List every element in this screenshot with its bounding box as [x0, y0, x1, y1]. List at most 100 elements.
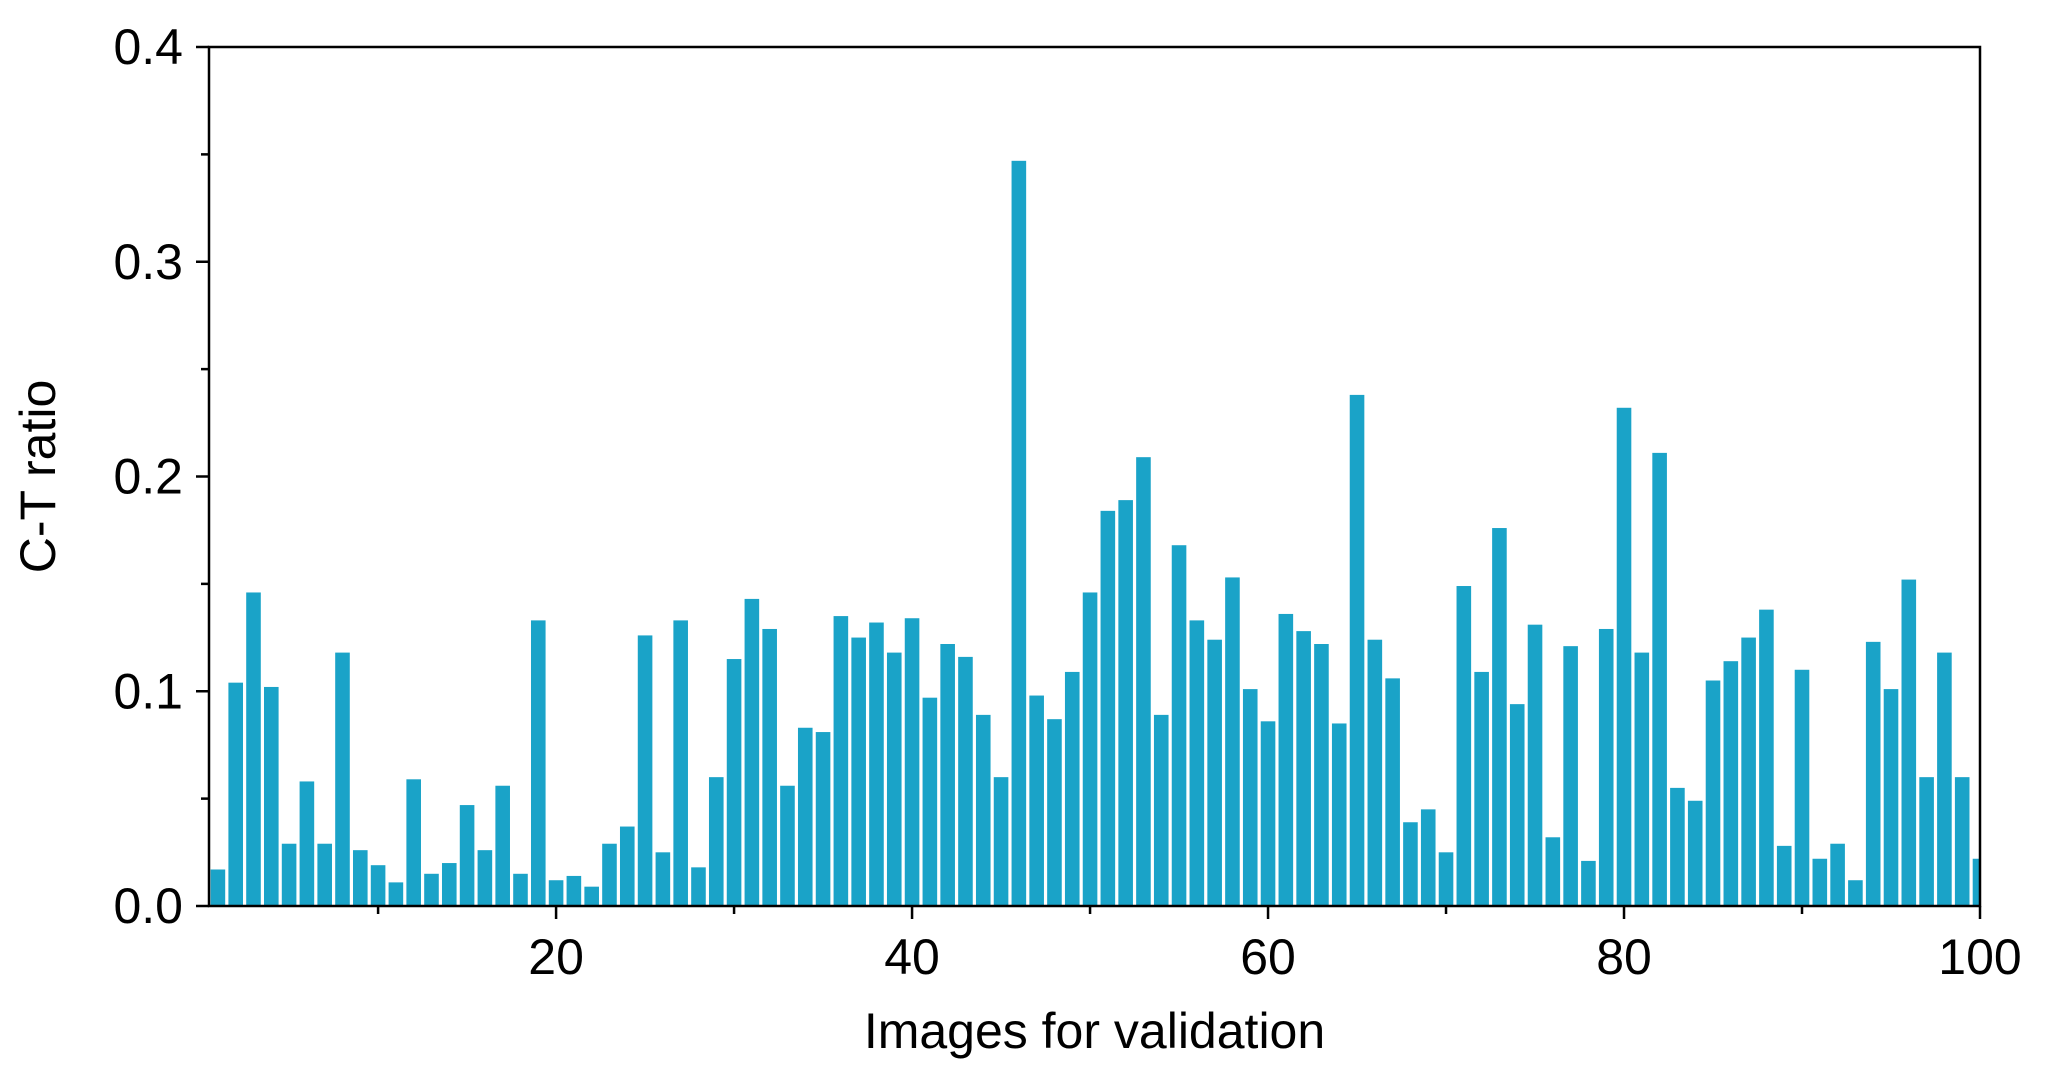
bar-2 [228, 682, 243, 906]
bar-94 [1865, 641, 1881, 906]
bar-33 [780, 785, 795, 906]
bar-1 [210, 869, 226, 906]
bar-18 [513, 873, 528, 906]
bar-65 [1349, 394, 1365, 906]
x-axis-title: Images for validation [864, 1003, 1325, 1059]
bar-43 [958, 656, 973, 906]
bar-87 [1741, 637, 1756, 906]
bar-36 [833, 616, 849, 906]
bar-14 [441, 863, 457, 906]
bar-80 [1616, 407, 1632, 906]
bar-54 [1153, 714, 1169, 906]
bar-89 [1776, 845, 1792, 906]
bar-52 [1118, 500, 1133, 906]
bar-13 [424, 873, 439, 906]
bar-12 [406, 779, 421, 906]
bar-21 [566, 875, 582, 906]
bar-97 [1919, 777, 1934, 906]
bar-11 [388, 882, 404, 906]
bar-25 [637, 635, 653, 906]
y-tick-label: 0.3 [113, 234, 183, 290]
bar-86 [1723, 661, 1739, 906]
bar-55 [1171, 545, 1187, 906]
bar-51 [1100, 510, 1116, 906]
bar-84 [1687, 800, 1703, 906]
bar-62 [1296, 631, 1311, 906]
bar-61 [1278, 613, 1294, 906]
bar-88 [1759, 609, 1774, 906]
bar-81 [1634, 652, 1650, 906]
bar-29 [708, 777, 724, 906]
bar-46 [1011, 160, 1027, 906]
bar-69 [1420, 809, 1436, 906]
bar-74 [1509, 704, 1525, 906]
bar-22 [584, 886, 599, 906]
bar-76 [1545, 837, 1561, 906]
bar-48 [1047, 719, 1062, 906]
x-tick-label: 100 [1938, 929, 2021, 985]
bar-60 [1260, 721, 1276, 906]
bar-23 [602, 843, 617, 906]
bar-73 [1492, 528, 1507, 906]
bar-37 [851, 637, 866, 906]
bar-79 [1598, 628, 1614, 906]
bar-75 [1527, 624, 1543, 906]
bars-layer [210, 160, 1980, 906]
bar-40 [904, 618, 920, 906]
bar-17 [495, 785, 510, 906]
bar-28 [691, 867, 706, 906]
bar-78 [1581, 860, 1596, 906]
bar-8 [335, 652, 350, 906]
y-axis-title: C-T ratio [10, 380, 66, 574]
bar-3 [246, 592, 261, 906]
x-tick-label: 40 [884, 929, 940, 985]
bar-68 [1403, 822, 1418, 906]
bar-20 [548, 880, 564, 906]
bar-30 [726, 659, 742, 906]
bar-85 [1705, 680, 1721, 906]
bar-10 [370, 865, 386, 906]
y-tick-label: 0.1 [113, 663, 183, 719]
bar-7 [317, 843, 332, 906]
bar-66 [1367, 639, 1383, 906]
ticks-layer [196, 45, 1982, 919]
bar-53 [1136, 457, 1151, 906]
bar-38 [869, 622, 884, 906]
bar-99 [1954, 777, 1970, 906]
bar-82 [1652, 452, 1667, 906]
bar-70 [1438, 852, 1454, 906]
y-tick-label: 0.4 [113, 19, 183, 75]
bar-5 [281, 843, 297, 906]
x-tick-label: 60 [1240, 929, 1296, 985]
bar-34 [797, 727, 813, 906]
bar-27 [673, 620, 688, 906]
tick-labels-layer: 0.0 0.1 0.2 0.3 0.4 20 40 60 80 100 [113, 19, 2021, 985]
y-tick-label: 0.2 [113, 449, 183, 505]
x-tick-label: 20 [528, 929, 584, 985]
bar-4 [263, 686, 279, 906]
bar-15 [459, 805, 475, 906]
y-tick-label: 0.0 [113, 878, 183, 934]
bar-98 [1937, 652, 1952, 906]
bar-71 [1456, 586, 1472, 906]
bar-77 [1563, 646, 1578, 906]
bar-100 [1972, 858, 1980, 906]
bar-59 [1242, 689, 1258, 906]
bar-96 [1901, 579, 1917, 906]
bar-16 [477, 850, 493, 906]
bar-6 [299, 781, 315, 906]
bar-49 [1064, 671, 1080, 906]
bar-45 [993, 777, 1009, 906]
bar-39 [886, 652, 902, 906]
bar-64 [1331, 723, 1347, 906]
bar-42 [940, 644, 955, 906]
bar-47 [1029, 695, 1044, 906]
bar-57 [1207, 639, 1222, 906]
bar-24 [619, 826, 635, 906]
bar-90 [1794, 669, 1810, 906]
bar-72 [1474, 671, 1489, 906]
bar-58 [1225, 577, 1240, 906]
bar-41 [922, 697, 938, 906]
